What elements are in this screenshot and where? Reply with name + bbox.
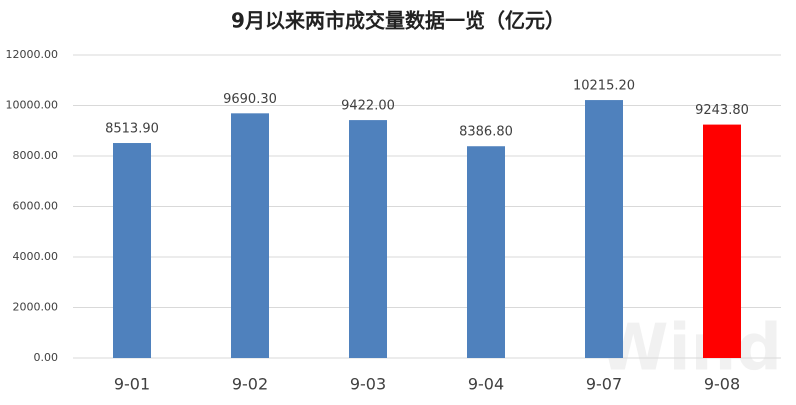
watermark: Wind (598, 312, 782, 386)
x-tick-label: 9-01 (114, 375, 150, 394)
x-tick-label: 9-07 (586, 375, 622, 394)
x-tick-label: 9-04 (468, 375, 504, 394)
x-tick-label: 9-08 (704, 375, 740, 394)
x-tick-label: 9-03 (350, 375, 386, 394)
y-tick-label: 10000.00 (6, 99, 59, 112)
y-tick-label: 6000.00 (13, 200, 59, 213)
value-label: 8386.80 (459, 125, 513, 140)
value-label: 9690.30 (223, 92, 277, 107)
y-tick-label: 4000.00 (13, 250, 59, 263)
x-tick-label: 9-02 (232, 375, 268, 394)
bar (231, 113, 269, 359)
y-tick-label: 8000.00 (13, 149, 59, 162)
bar (467, 146, 505, 358)
bar (349, 120, 387, 358)
bar (703, 124, 741, 358)
value-label: 8513.90 (105, 122, 159, 137)
y-tick-label: 0.00 (34, 351, 59, 364)
value-label: 10215.20 (573, 79, 635, 94)
value-label: 9243.80 (695, 103, 749, 118)
y-tick-label: 12000.00 (6, 48, 59, 61)
value-label: 9422.00 (341, 99, 395, 114)
bar (585, 100, 623, 359)
chart-title: 9月以来两市成交量数据一览（亿元） (231, 9, 565, 33)
bar (113, 143, 151, 358)
y-tick-label: 2000.00 (13, 301, 59, 314)
